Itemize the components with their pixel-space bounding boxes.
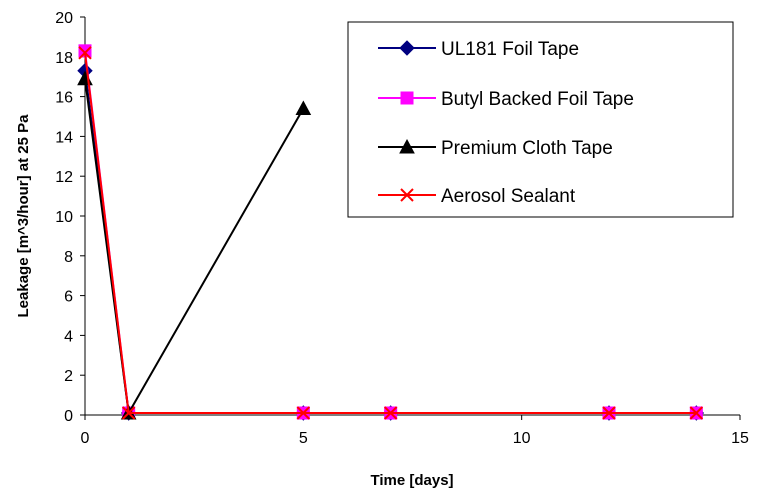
series-line-2 <box>84 78 305 417</box>
legend-label-1: Butyl Backed Foil Tape <box>441 89 634 110</box>
legend-marker-3 <box>400 188 414 202</box>
data-point-3-0 <box>78 46 92 60</box>
legend-entry-1: Butyl Backed Foil Tape <box>378 89 634 110</box>
data-point-3-2 <box>296 406 311 420</box>
legend-entry-2: Premium Cloth Tape <box>378 138 613 159</box>
legend-label-2: Premium Cloth Tape <box>441 138 613 159</box>
x-tick-label-2: 10 <box>513 430 531 447</box>
y-tick-label-1: 2 <box>64 368 73 385</box>
x-axis-title: Time [days] <box>370 472 453 489</box>
y-tick-label-9: 18 <box>55 50 73 67</box>
y-tick-label-5: 10 <box>55 209 73 226</box>
data-point-3-1 <box>121 406 136 420</box>
data-point-2-2 <box>295 100 312 116</box>
y-tick-label-4: 8 <box>64 249 73 266</box>
series-layer <box>77 44 705 421</box>
legend-label-3: Aerosol Sealant <box>441 186 576 207</box>
y-tick-label-7: 14 <box>55 129 73 146</box>
x-tick-label-0: 0 <box>81 430 90 447</box>
legend-marker-0 <box>399 40 415 56</box>
legend-label-0: UL181 Foil Tape <box>441 39 579 60</box>
data-point-3-5 <box>689 406 704 420</box>
y-tick-label-3: 6 <box>64 289 73 306</box>
data-point-3-3 <box>383 406 398 420</box>
y-tick-label-6: 12 <box>55 169 73 186</box>
legend-entry-3: Aerosol Sealant <box>378 186 576 207</box>
series-2 <box>77 70 312 420</box>
series-3 <box>78 46 704 420</box>
x-tick-label-1: 5 <box>299 430 308 447</box>
y-tick-label-2: 4 <box>64 328 73 345</box>
y-tick-label-8: 16 <box>55 90 73 107</box>
legend-entry-0: UL181 Foil Tape <box>378 39 579 60</box>
legend-marker-2 <box>399 138 415 154</box>
series-line-3 <box>84 52 697 415</box>
y-tick-label-10: 20 <box>55 10 73 27</box>
x-tick-label-3: 15 <box>731 430 749 447</box>
legend-box <box>347 21 734 218</box>
y-axis-title: Leakage [m^3/hour] at 25 Pa <box>15 114 32 318</box>
legend: UL181 Foil Tape Butyl Backed Foil Tape Pre… <box>347 21 734 218</box>
y-tick-label-0: 0 <box>64 408 73 425</box>
plot-area: 0 2 4 6 8 10 12 14 16 18 20 0 5 10 15 <box>55 10 749 447</box>
axis-ticks: 0 2 4 6 8 10 12 14 16 18 20 0 5 10 15 <box>55 10 749 447</box>
data-point-2-0 <box>77 70 93 86</box>
data-point-3-4 <box>602 406 616 420</box>
legend-marker-1 <box>400 91 414 105</box>
